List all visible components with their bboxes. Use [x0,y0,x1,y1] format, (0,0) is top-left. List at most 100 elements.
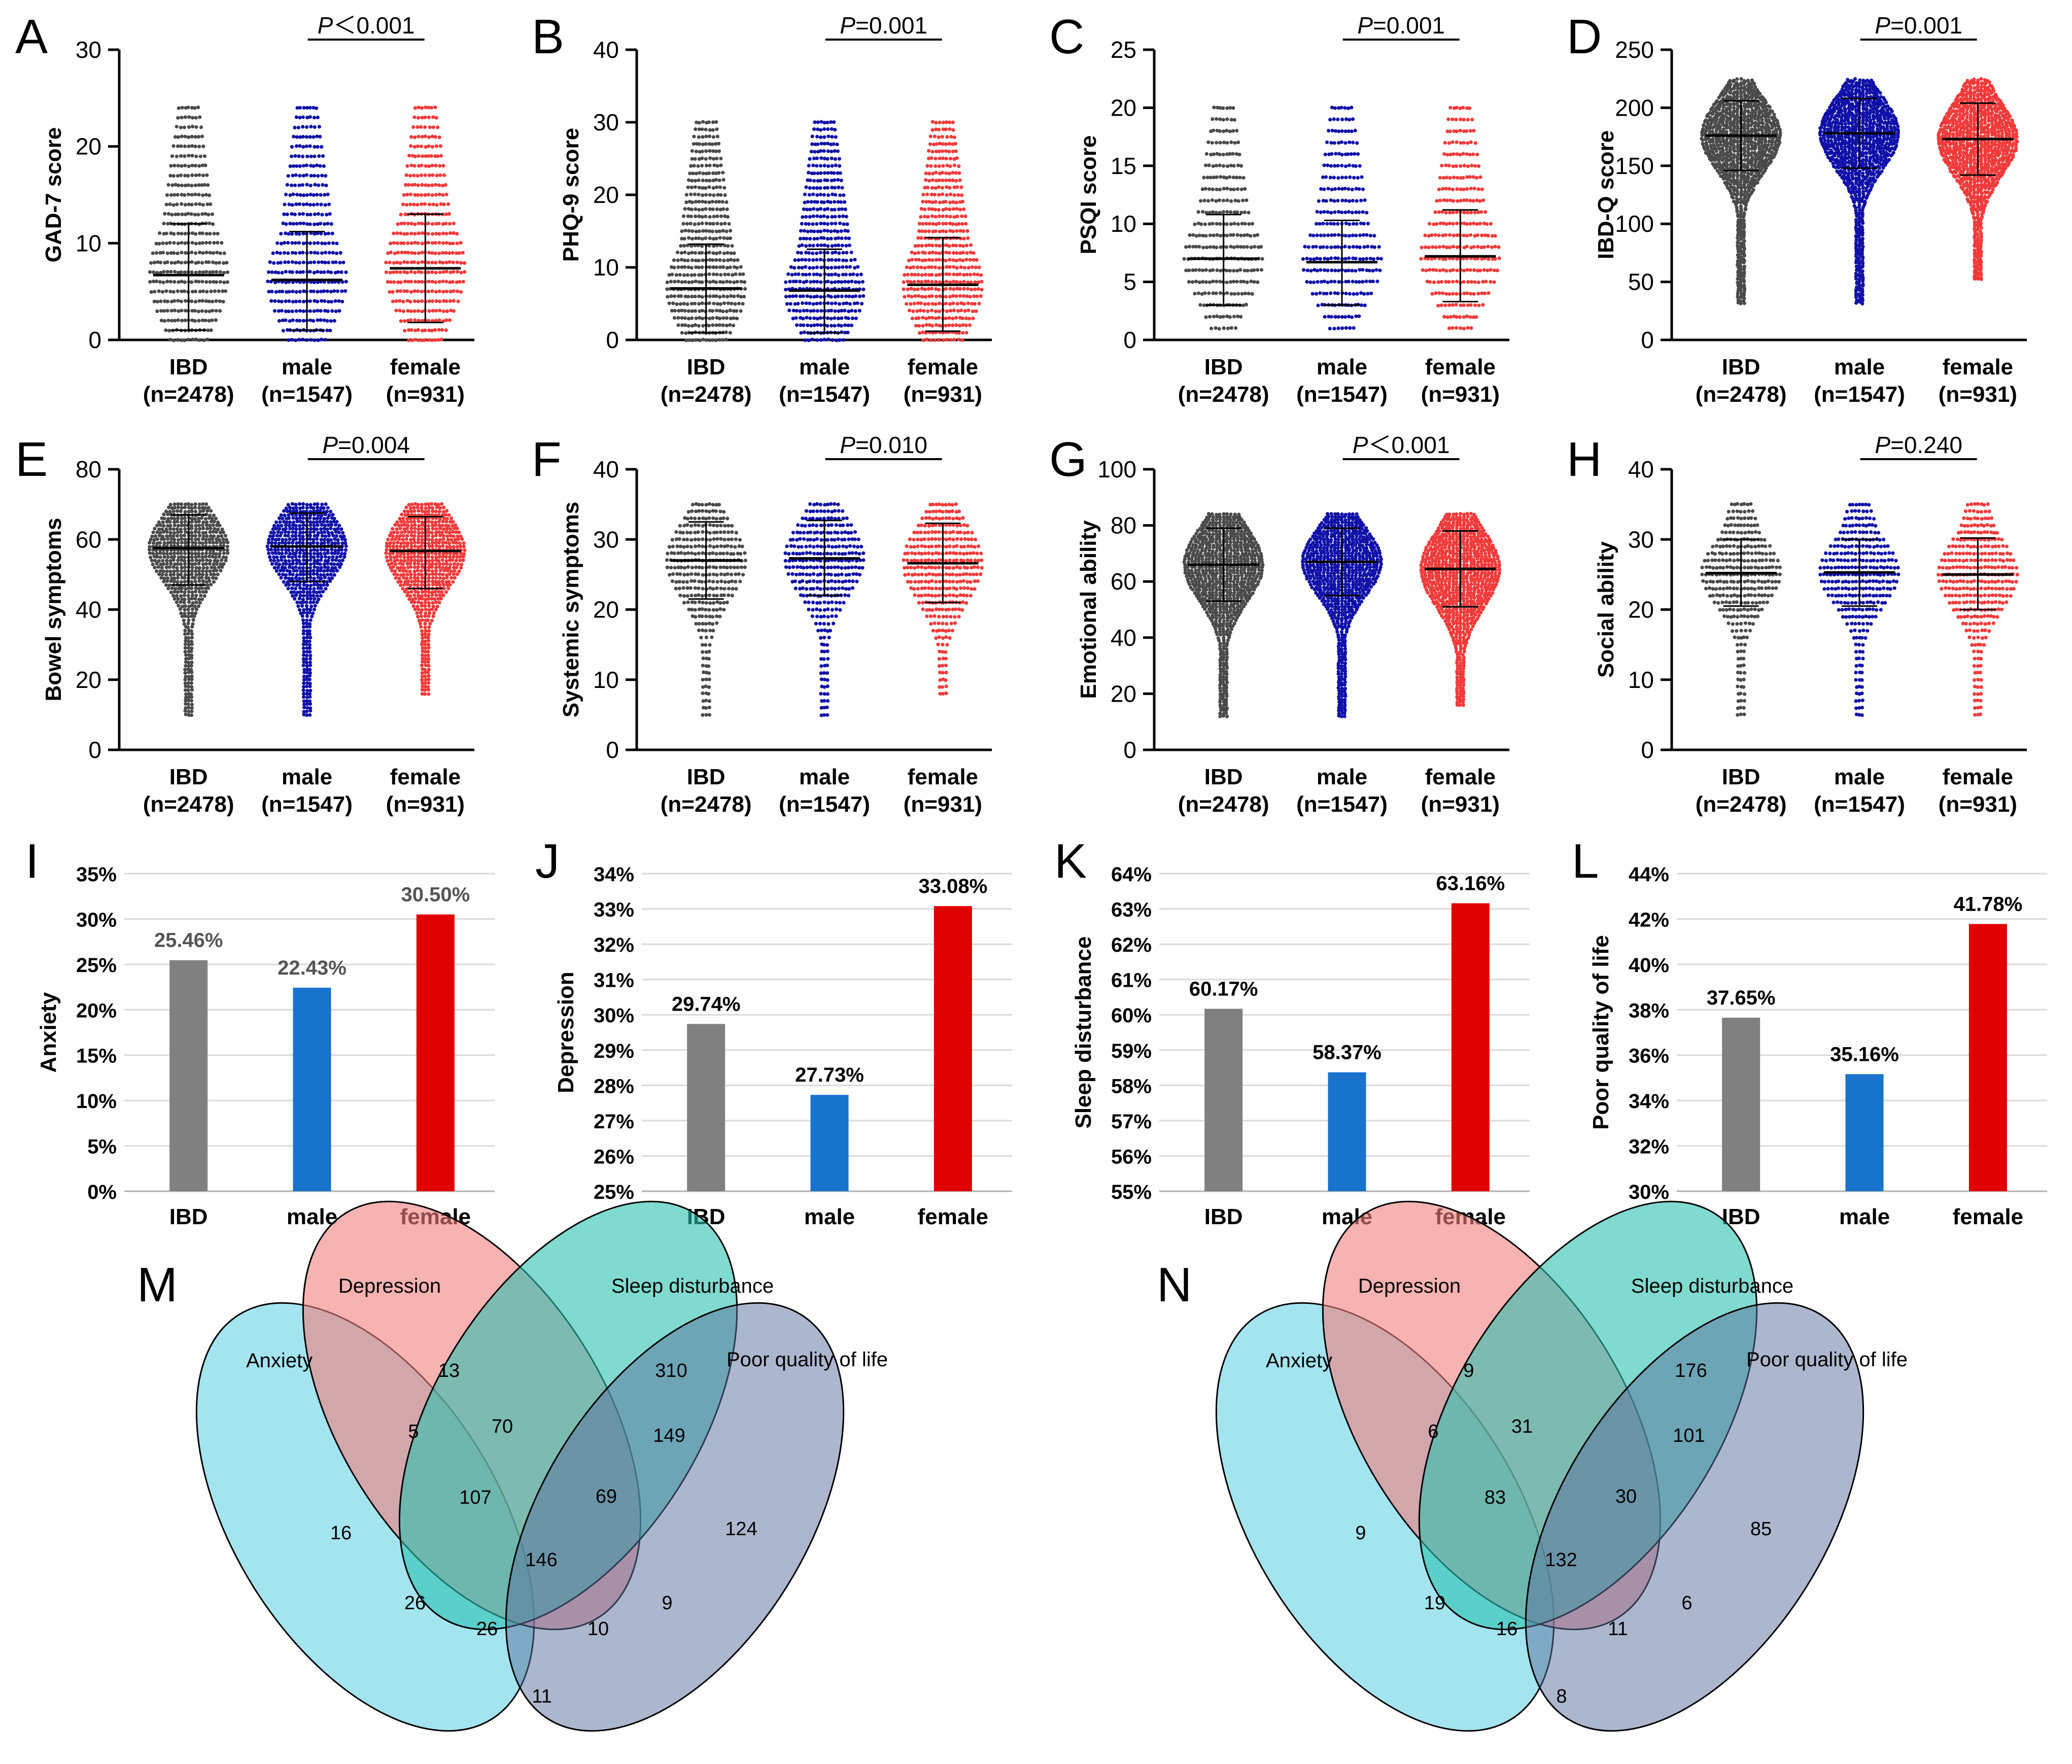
data-point [1447,163,1451,167]
data-point [676,280,680,284]
data-point [966,266,971,270]
data-point [723,214,727,218]
data-point [441,251,445,255]
data-point [701,179,705,183]
data-point [704,215,708,219]
data-point [430,289,434,293]
data-point [858,294,862,298]
data-point [308,309,313,313]
data-point [190,106,194,110]
data-point [175,154,179,158]
data-point [1327,152,1331,156]
data-point [724,309,729,314]
data-point [1739,193,1743,197]
data-point [807,163,811,168]
data-point [704,127,708,131]
data-point [284,299,288,303]
data-point [909,302,913,306]
data-point [413,240,417,245]
data-point [804,222,808,226]
data-point [309,289,313,293]
data-point [1225,210,1229,214]
data-point [319,309,323,313]
data-point [929,338,933,342]
data-point [819,149,823,153]
data-point [1228,175,1232,179]
data-point [1471,199,1475,203]
data-point [1461,152,1465,156]
data-point [1232,269,1236,273]
data-point [1860,179,1864,183]
data-point [1857,196,1861,200]
data-point [927,229,931,233]
data-point [693,323,697,327]
data-point [171,203,176,207]
data-point [1434,291,1438,295]
data-point [966,301,970,305]
data-point [1253,245,1257,249]
data-point [969,243,973,247]
data-point [1451,268,1455,272]
data-point [701,143,705,147]
data-point [945,280,949,284]
data-point [316,145,320,149]
data-point [187,144,191,148]
data-point [1890,146,1894,150]
data-point [679,258,684,262]
data-point [927,273,931,277]
data-point [961,251,965,255]
data-point [1184,268,1188,272]
data-point [205,173,209,177]
data-point [193,213,197,217]
data-point [202,154,207,158]
data-point [923,251,927,255]
data-point [391,299,395,303]
data-point [960,193,964,197]
data-point [697,199,701,204]
data-point [1747,114,1751,118]
data-point [447,251,452,255]
data-point [708,294,712,298]
data-point [801,301,805,305]
data-point [701,258,705,262]
data-point [830,215,834,219]
data-point [216,240,220,245]
data-point [723,272,727,276]
data-point [952,338,956,342]
data-point [829,171,834,175]
data-point [208,240,212,245]
data-point [402,241,406,245]
data-point [1448,246,1452,250]
data-point [1468,129,1472,133]
data-point [822,337,826,341]
data-point [815,222,819,226]
data-point [1729,87,1733,91]
data-point [784,280,788,284]
data-point [1447,292,1452,296]
data-point [290,145,294,149]
data-point [840,294,844,298]
data-point [334,260,338,264]
data-point [186,183,190,187]
data-point [1349,152,1353,156]
data-point [948,265,952,269]
data-point [437,240,441,245]
data-point [1435,222,1439,226]
data-point [409,290,413,294]
data-point [714,229,718,233]
data-point [204,251,209,255]
data-point [1371,269,1375,273]
data-point [187,135,191,139]
data-point [301,241,305,246]
data-point [1359,291,1363,295]
data-point [802,236,806,240]
data-point [279,232,283,236]
dot-cloud-male [784,120,866,342]
data-point [800,258,804,262]
data-point [281,221,285,225]
data-point [1347,163,1351,167]
data-point [850,308,854,313]
data-point [1430,292,1434,296]
data-point [1310,292,1315,296]
data-point [459,270,463,274]
